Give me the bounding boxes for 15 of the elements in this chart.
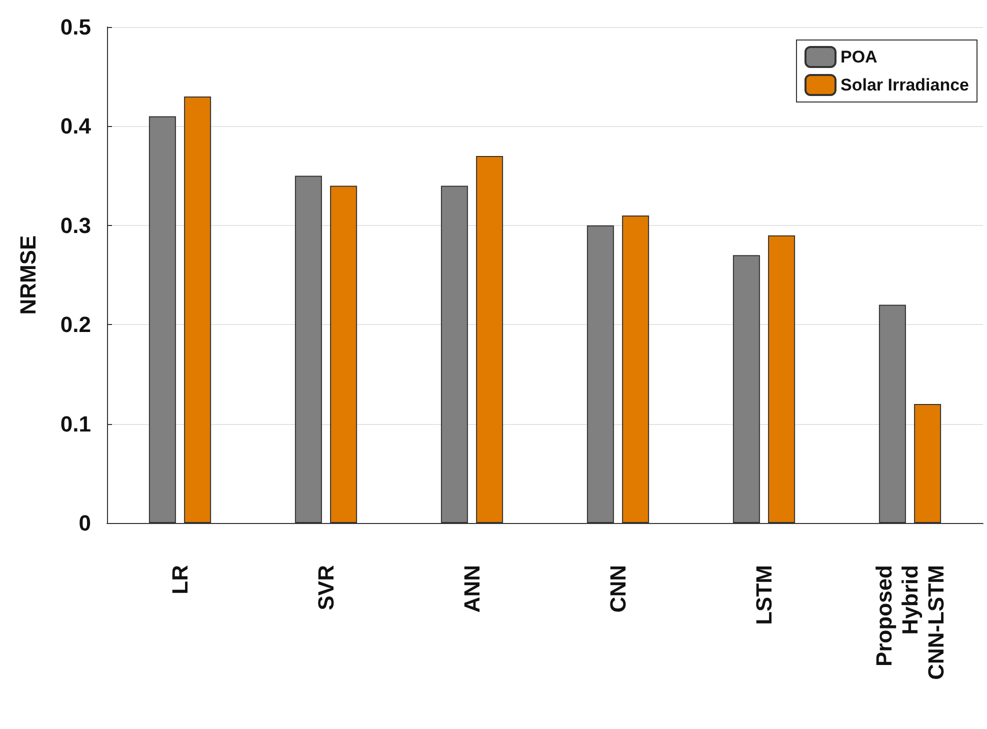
y-axis-title: NRMSE xyxy=(16,235,40,315)
x-tick-label: SVR xyxy=(314,564,338,610)
y-tick-label: 0.2 xyxy=(60,312,91,338)
y-tick-label: 0.4 xyxy=(60,114,92,139)
x-tick-label: LSTM xyxy=(752,565,776,625)
legend-label: POA xyxy=(840,48,878,66)
x-tick-label: ANN xyxy=(460,565,484,613)
x-tick-label: CNN xyxy=(606,565,630,613)
x-tick-label: Proposed Hybrid CNN-LSTM xyxy=(872,565,948,680)
x-tick-label: LR xyxy=(168,564,192,594)
y-tick-label: 0.3 xyxy=(60,212,91,238)
y-tick-label: 0.1 xyxy=(60,411,91,436)
y-tick-label: 0 xyxy=(78,510,91,536)
y-tick-label: 0.5 xyxy=(60,14,91,40)
legend-label: Solar Irradiance xyxy=(840,76,970,94)
